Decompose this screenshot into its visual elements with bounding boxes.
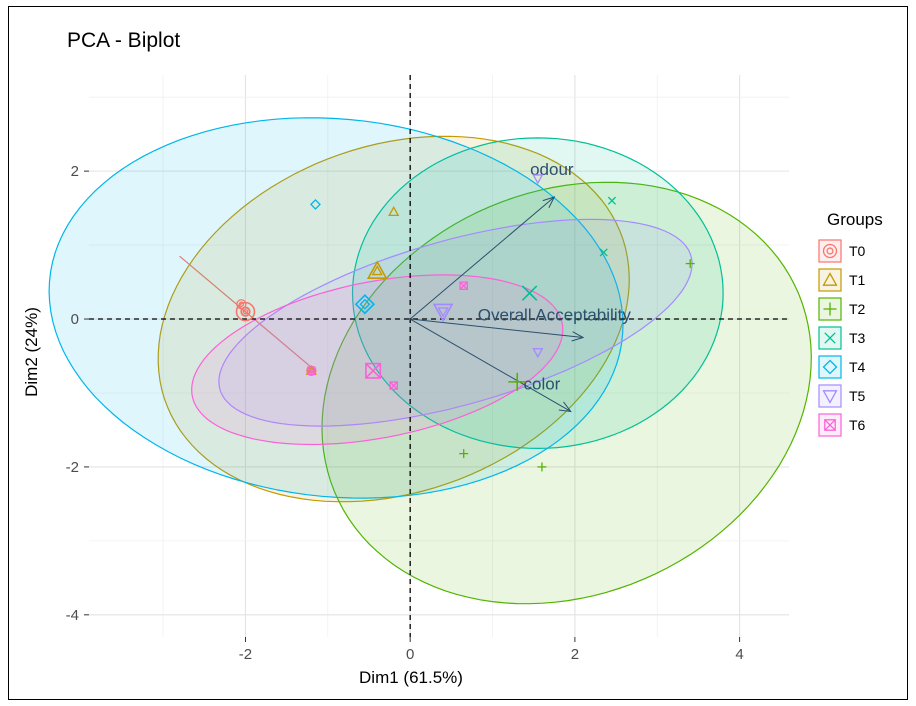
arrow-line: [410, 318, 584, 339]
legend-marker-t6: [824, 419, 836, 431]
legend-item-t1: T1: [818, 268, 866, 292]
point-t2: [459, 449, 469, 459]
centroid-t5: [432, 303, 454, 323]
legend-item-t2: T2: [818, 297, 866, 321]
legend-item-t0: T0: [818, 239, 866, 263]
ellipse-t1: [157, 135, 630, 503]
legend-label: T6: [849, 417, 866, 433]
point-t6: [307, 366, 316, 376]
axes: -2 0 2 4 -4 -2 0 2: [66, 163, 744, 663]
legend-title: Groups: [827, 210, 883, 229]
legend-key: [818, 239, 842, 263]
legend-marker-t5: [822, 390, 838, 404]
arrow-head: [571, 331, 585, 342]
centroid-t3: [521, 285, 538, 301]
legend-item-t3: T3: [818, 326, 866, 350]
centroid-t1: [366, 260, 388, 279]
y-tick-label: 0: [71, 311, 79, 328]
point-t1: [371, 265, 383, 276]
grid: [89, 75, 789, 637]
legend-item-t4: T4: [818, 355, 866, 379]
ellipse-t2: [321, 181, 812, 605]
legend-item-t5: T5: [818, 384, 866, 408]
individual-points: [235, 174, 695, 472]
point-t3: [607, 196, 617, 205]
x-tick-label: 2: [571, 646, 579, 663]
ellipse-t3: [351, 137, 724, 450]
point-t2: [685, 259, 695, 269]
plot-panel: [89, 75, 789, 637]
legend-label: T0: [849, 243, 866, 259]
legend-marker-t2: [823, 302, 837, 316]
legend-label: T3: [849, 330, 866, 346]
point-t4: [359, 298, 371, 310]
legend-marker-t4: [822, 359, 838, 375]
arrow-line: [409, 318, 572, 412]
point-t3: [599, 248, 608, 257]
chart-title: PCA - Biplot: [67, 29, 180, 52]
legend: Groups T0 T1 T2 T3 T4 T5 T6: [818, 210, 883, 437]
centroid-t2: [508, 372, 527, 391]
variable-arrows: odour Overall Acceptability color: [409, 160, 632, 413]
x-axis-title: Dim1 (61.5%): [359, 668, 463, 687]
legend-item-t6: T6: [818, 413, 866, 437]
point-t5: [532, 348, 544, 359]
point-t2: [537, 462, 547, 472]
centroid-t0: [235, 301, 256, 322]
point-t6: [389, 381, 398, 390]
confidence-ellipses: [48, 117, 812, 605]
point-t5: [437, 307, 449, 318]
legend-marker-t1: [822, 272, 838, 286]
legend-label: T4: [849, 359, 866, 375]
x-tick-label: 4: [735, 646, 743, 663]
point-t4: [310, 198, 321, 210]
ellipse-t6: [191, 274, 564, 446]
ellipse-t0: [179, 255, 316, 372]
y-axis-title: Dim2 (24%): [22, 307, 41, 397]
ellipse-t4: [48, 117, 624, 499]
y-tick-label: -2: [66, 459, 79, 476]
point-t6: [459, 281, 468, 290]
x-tick-label: -2: [239, 646, 252, 663]
centroid-t6: [365, 362, 382, 379]
y-tick-label: -4: [66, 607, 79, 624]
arrow-head: [542, 196, 556, 208]
y-tick-label: 2: [71, 163, 79, 180]
variable-label: color: [524, 374, 561, 393]
legend-label: T5: [849, 388, 866, 404]
ellipse-t5: [218, 218, 693, 427]
arrow-line: [409, 196, 555, 320]
legend-label: T1: [849, 272, 866, 288]
legend-label: T2: [849, 301, 866, 317]
x-tick-label: 0: [406, 646, 414, 663]
chart-frame: odour Overall Acceptability color -2 0 2 4 -4-…: [8, 6, 908, 700]
arrow-head: [558, 401, 572, 413]
variable-label: Overall Acceptability: [478, 306, 632, 325]
variable-label: odour: [530, 160, 574, 179]
reference-lines: [89, 75, 789, 637]
legend-key: [818, 355, 842, 379]
point-t1: [388, 205, 400, 217]
legend-marker-t0: [822, 243, 838, 259]
legend-marker-t3: [824, 332, 836, 344]
centroid-t4: [354, 294, 376, 315]
point-t5: [532, 174, 544, 185]
